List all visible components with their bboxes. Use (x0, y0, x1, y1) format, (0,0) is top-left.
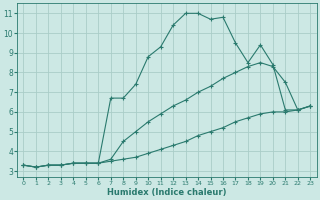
X-axis label: Humidex (Indice chaleur): Humidex (Indice chaleur) (107, 188, 227, 197)
